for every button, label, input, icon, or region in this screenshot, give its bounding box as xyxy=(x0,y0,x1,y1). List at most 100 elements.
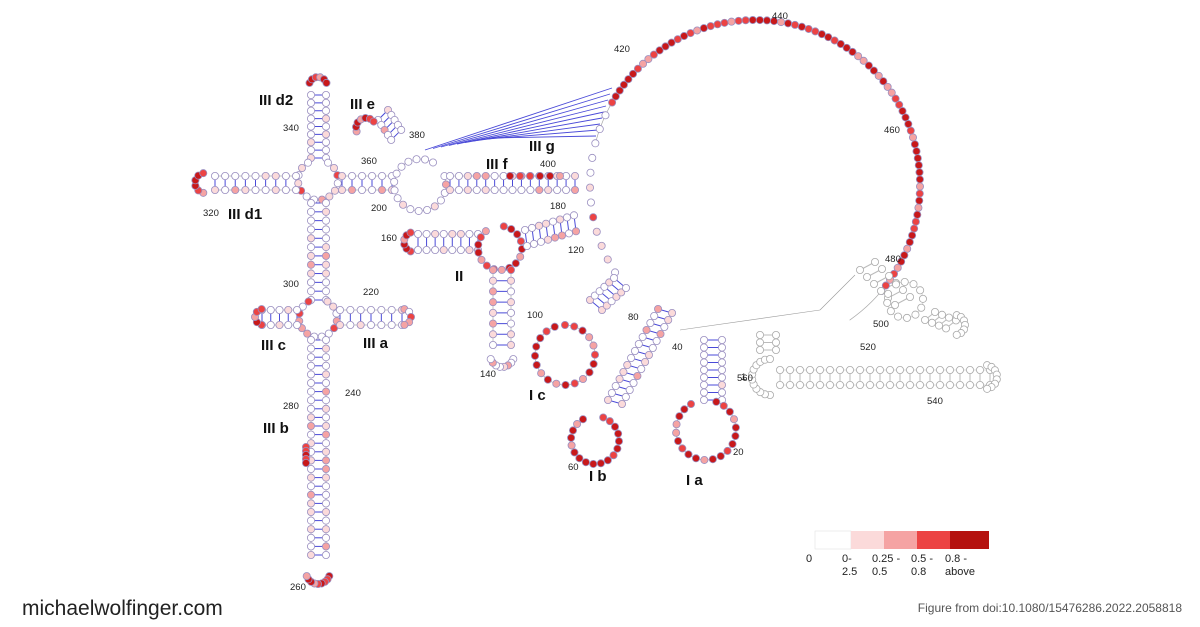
nucleotide xyxy=(601,111,610,120)
nucleotide xyxy=(476,233,485,242)
nucleotide xyxy=(718,343,727,352)
nucleotide xyxy=(786,365,795,374)
nucleotide xyxy=(909,280,918,289)
nucleotide xyxy=(571,171,580,180)
nucleotide xyxy=(561,320,570,329)
nucleotide xyxy=(321,98,330,107)
backbone-lines xyxy=(194,19,998,585)
nucleotide xyxy=(321,499,330,508)
nucleotide xyxy=(537,369,546,378)
nucleotide xyxy=(891,300,900,309)
position-label: 200 xyxy=(371,203,387,214)
legend-swatch-1 xyxy=(851,531,884,549)
nucleotide xyxy=(896,365,905,374)
nucleotide xyxy=(772,338,781,347)
legend-swatch-4 xyxy=(950,531,989,549)
legend-swatch-0 xyxy=(814,530,852,550)
nucleotide xyxy=(306,198,315,207)
nucleotide xyxy=(731,423,740,432)
nucleotide xyxy=(306,216,315,225)
nucleotide xyxy=(614,437,623,446)
position-label: 60 xyxy=(568,462,579,473)
nucleotide xyxy=(257,305,266,314)
nucleotide xyxy=(650,311,659,320)
nucleotide xyxy=(535,185,544,194)
nucleotide xyxy=(700,388,709,397)
nucleotide xyxy=(377,171,386,180)
nucleotide xyxy=(613,444,622,453)
nucleotide xyxy=(579,415,588,424)
nucleotide xyxy=(916,380,925,389)
nucleotide xyxy=(776,380,785,389)
nucleotide xyxy=(302,192,311,201)
nucleotide xyxy=(648,343,657,352)
nucleotide xyxy=(294,179,303,188)
nucleotide xyxy=(700,455,709,464)
nucleotide xyxy=(552,379,561,388)
nucleotide xyxy=(611,92,620,101)
nucleotide xyxy=(321,344,330,353)
nucleotide xyxy=(945,313,954,322)
position-label: 280 xyxy=(283,401,299,412)
nucleotide xyxy=(895,100,904,109)
nucleotide xyxy=(906,380,915,389)
nucleotides xyxy=(191,16,1001,589)
nucleotide xyxy=(585,333,594,342)
nucleotide xyxy=(431,229,440,238)
nucleotide xyxy=(306,473,315,482)
domain-label-IIIe: III e xyxy=(350,96,375,113)
nucleotide xyxy=(902,313,911,322)
nucleotide xyxy=(499,185,508,194)
nucleotide xyxy=(390,186,399,195)
nucleotide xyxy=(863,272,872,281)
nucleotide xyxy=(693,26,702,35)
nucleotide xyxy=(926,365,935,374)
nucleotide xyxy=(306,413,315,422)
nucleotide xyxy=(306,243,315,252)
nucleotide xyxy=(490,171,499,180)
nucleotide xyxy=(568,426,577,435)
domain-label-IIIb: III b xyxy=(263,420,289,437)
nucleotide xyxy=(674,437,683,446)
nucleotide xyxy=(668,308,677,317)
domain-label-IIIc: III c xyxy=(261,337,286,354)
nucleotide xyxy=(321,207,330,216)
nucleotide xyxy=(881,281,890,290)
nucleotide xyxy=(586,183,595,192)
nucleotide xyxy=(578,326,587,335)
nucleotide xyxy=(306,353,315,362)
nucleotide xyxy=(306,106,315,115)
nucleotide xyxy=(826,365,835,374)
nucleotide xyxy=(567,441,576,450)
nucleotide xyxy=(700,365,709,374)
nucleotide xyxy=(869,66,878,75)
nucleotide xyxy=(406,228,415,237)
nucleotide xyxy=(517,185,526,194)
nucleotide xyxy=(900,278,909,287)
nucleotide xyxy=(608,98,617,107)
nucleotide xyxy=(897,257,906,266)
position-label: 460 xyxy=(884,125,900,136)
nucleotide xyxy=(306,98,315,107)
nucleotide xyxy=(654,304,663,313)
nucleotide xyxy=(655,46,664,55)
nucleotide xyxy=(546,171,555,180)
nucleotide xyxy=(946,365,955,374)
nucleotide xyxy=(946,380,955,389)
nucleotide xyxy=(956,365,965,374)
long-range-pair xyxy=(424,87,613,151)
nucleotide xyxy=(321,234,330,243)
nucleotide xyxy=(306,551,315,560)
nucleotide xyxy=(652,336,661,345)
nucleotide xyxy=(281,171,290,180)
nucleotide xyxy=(786,380,795,389)
nucleotide xyxy=(291,171,300,180)
nucleotide xyxy=(684,450,693,459)
nucleotide xyxy=(592,227,601,236)
nucleotide xyxy=(589,459,598,468)
nucleotide xyxy=(325,192,334,201)
nucleotide xyxy=(321,413,330,422)
nucleotide xyxy=(916,286,925,295)
nucleotide xyxy=(454,185,463,194)
nucleotide xyxy=(719,401,728,410)
